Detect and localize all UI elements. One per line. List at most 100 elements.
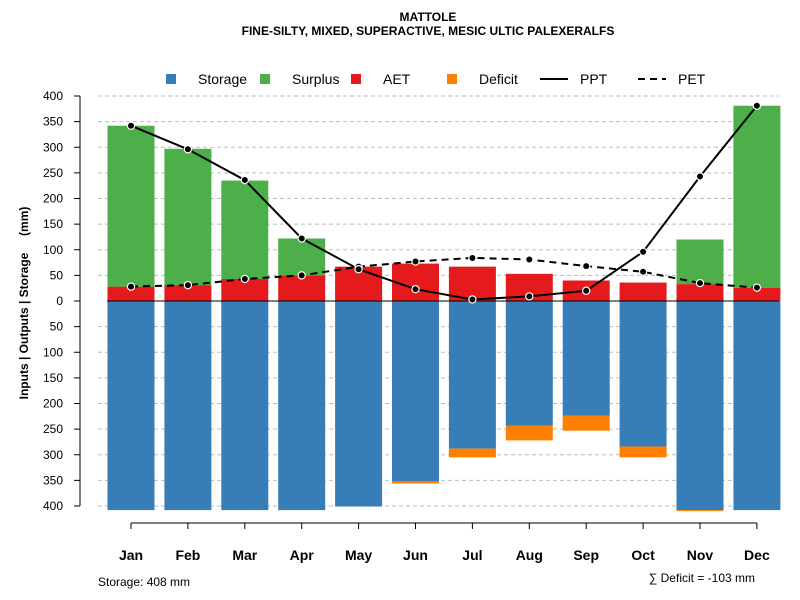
y-tick-label: 400 [43, 89, 63, 103]
y-tick-label: 100 [43, 243, 63, 257]
y-tick-label: 400 [43, 499, 63, 513]
aet-bar [619, 282, 667, 301]
pet-line [130, 256, 757, 289]
ppt-point [525, 292, 534, 301]
legend-label: PET [678, 71, 706, 87]
ppt-point [354, 265, 363, 274]
y-tick-label: 200 [43, 192, 63, 206]
legend-label: PPT [580, 71, 608, 87]
y-tick-label: 300 [43, 448, 63, 462]
surplus-bar [278, 238, 326, 276]
legend-label: Storage [198, 71, 247, 87]
pet-point [695, 278, 705, 288]
x-tick-label: Nov [687, 547, 714, 563]
legend-swatch [166, 74, 176, 84]
pet-point [126, 282, 136, 291]
ppt-point [126, 121, 136, 130]
storage-bar [278, 301, 326, 511]
surplus-bar [164, 148, 212, 286]
storage-bar [676, 301, 724, 511]
surplus-bar [221, 180, 269, 279]
ppt-line [130, 105, 758, 301]
legend-label: Deficit [479, 71, 518, 87]
storage-bar [562, 301, 610, 416]
pet-point [411, 257, 420, 266]
aet-bar [392, 263, 439, 301]
y-axis-label: Inputs | Outputs | Storage (mm) [17, 207, 31, 400]
x-tick-label: Sep [573, 547, 599, 563]
pet-point [240, 274, 249, 284]
y-tick-label: 250 [43, 166, 63, 180]
x-tick-label: Oct [631, 547, 655, 563]
x-axis: Jan Feb Mar Apr May Jun Jul Aug Sep Oct Nov Dec [119, 522, 770, 563]
surplus-bar [733, 105, 781, 288]
aet-bar [164, 285, 212, 301]
x-tick-label: Aug [516, 547, 543, 563]
x-tick-label: Jul [462, 547, 482, 563]
x-tick-label: Jan [119, 547, 143, 563]
ppt-point [638, 247, 648, 256]
y-tick-label: 0 [56, 294, 63, 308]
bars [107, 105, 781, 512]
y-tick-label: 350 [43, 473, 63, 487]
y-tick-label: 150 [43, 217, 63, 231]
y-tick-label: 300 [43, 140, 63, 154]
surplus-bar [107, 125, 155, 287]
x-tick-label: Mar [232, 547, 257, 563]
aet-bar [733, 287, 781, 301]
series-lines [126, 101, 762, 304]
aet-bar [278, 275, 326, 301]
x-tick-label: Feb [175, 547, 200, 563]
y-tick-label: 350 [43, 115, 63, 129]
deficit-bar [676, 510, 724, 512]
legend-swatch [260, 74, 270, 84]
x-tick-label: May [345, 547, 372, 563]
pet-point [183, 280, 193, 290]
ppt-point [240, 175, 249, 185]
storage-bar [392, 301, 439, 482]
ppt-point [183, 145, 193, 154]
y-tick-label: 100 [43, 345, 63, 359]
ppt-point [468, 295, 477, 304]
aet-bar [221, 278, 269, 301]
pet-point [525, 255, 534, 264]
storage-bar [733, 301, 781, 511]
y-tick-label: 150 [43, 371, 63, 385]
storage-bar [107, 301, 155, 511]
ppt-point [695, 172, 705, 181]
pet-point [297, 271, 306, 280]
legend-label: Surplus [292, 71, 339, 87]
legend-label: AET [383, 71, 411, 87]
aet-bar [676, 284, 724, 301]
legend: Storage Surplus AET Deficit PPT PET [166, 71, 706, 87]
deficit-bar [619, 446, 667, 458]
deficit-bar [392, 481, 439, 484]
storage-bar [619, 301, 667, 447]
x-tick-label: Jun [403, 547, 428, 563]
deficit-bar [562, 415, 610, 431]
y-tick-label: 250 [43, 422, 63, 436]
legend-swatch [447, 74, 457, 84]
storage-bar [505, 301, 553, 426]
storage-bar [221, 301, 269, 511]
aet-bar [107, 286, 155, 301]
deficit-bar [448, 448, 496, 458]
y-tick-label: 50 [50, 268, 64, 282]
pet-point [468, 253, 477, 263]
pet-point [638, 267, 648, 276]
deficit-note: ∑ Deficit = -103 mm [649, 571, 755, 585]
chart-subtitle: FINE-SILTY, MIXED, SUPERACTIVE, MESIC UL… [242, 24, 615, 38]
ppt-point [297, 234, 306, 243]
storage-bar [335, 301, 383, 507]
deficit-bar [505, 425, 553, 441]
y-axis: 400 350 300 250 200 150 100 50 0 50 100 150 200 250 30… [43, 89, 81, 513]
ppt-point [582, 286, 591, 295]
surplus-bar [676, 239, 724, 285]
storage-note: Storage: 408 mm [98, 575, 190, 589]
y-tick-label: 50 [50, 320, 64, 334]
pet-point [582, 261, 591, 271]
legend-swatch [351, 74, 361, 84]
chart-title: MATTOLE [400, 10, 457, 24]
pet-point [752, 283, 762, 292]
